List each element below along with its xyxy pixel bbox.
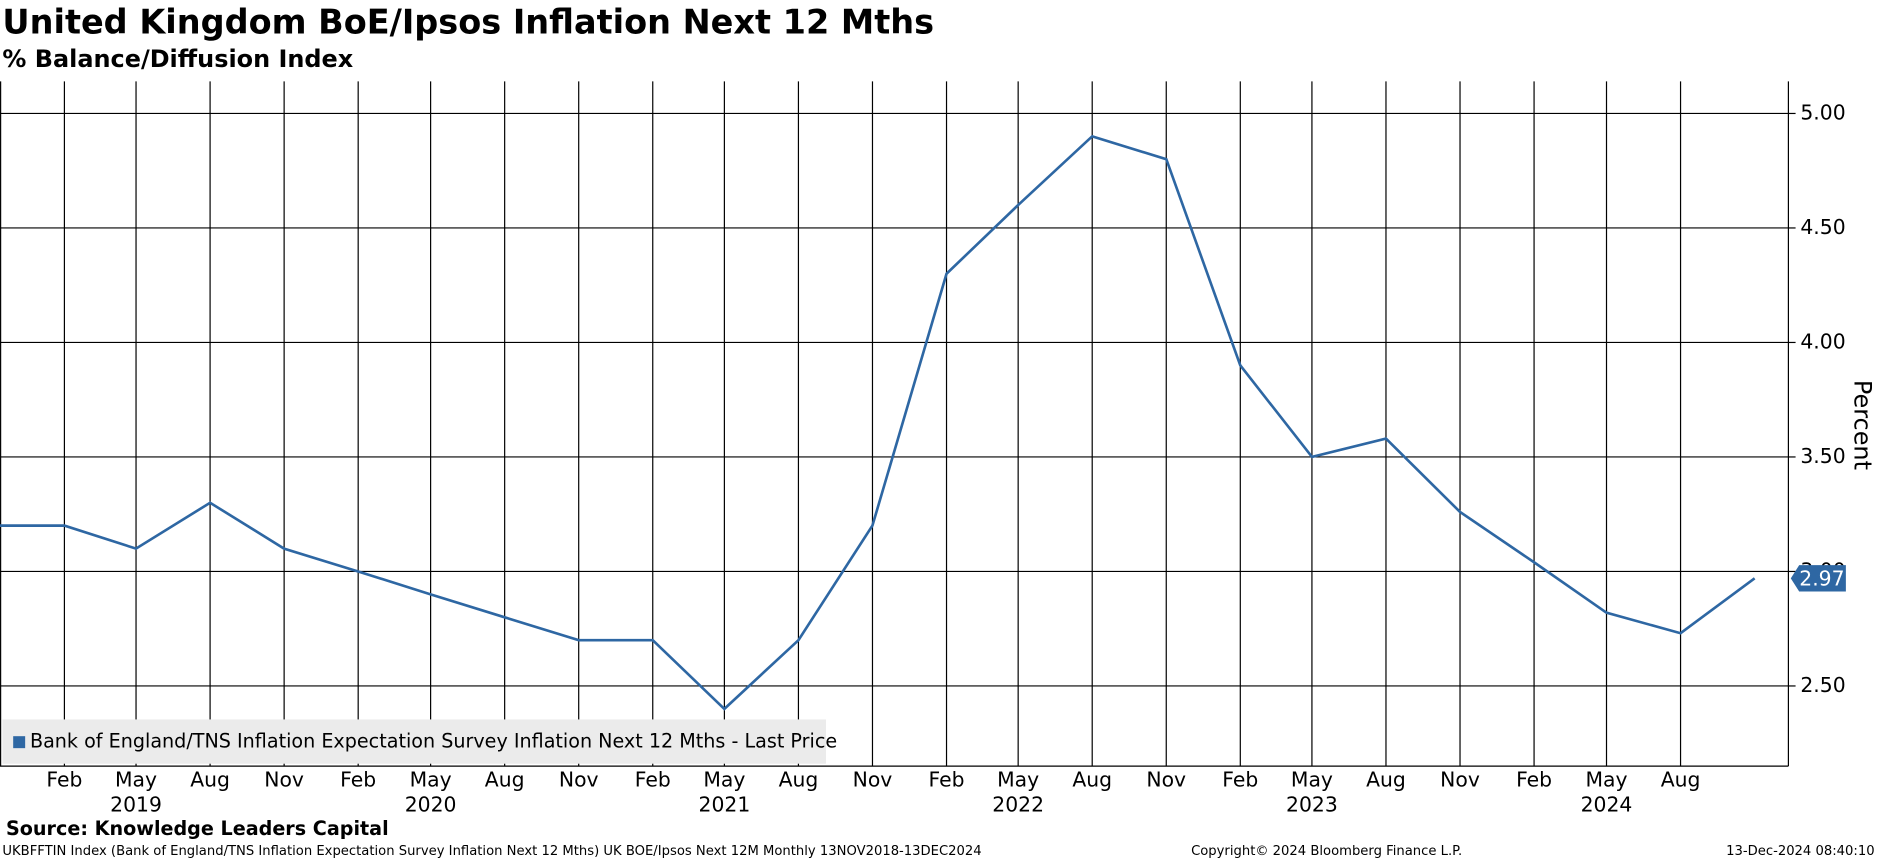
x-tick-label: Aug — [190, 767, 230, 791]
chart-title: United Kingdom BoE/Ipsos Inflation Next … — [2, 2, 934, 41]
x-year-label: 2023 — [1286, 793, 1338, 817]
y-tick-label: 4.00 — [1800, 329, 1845, 353]
y-tick-label: 3.50 — [1800, 444, 1845, 468]
x-year-label: 2022 — [992, 793, 1044, 817]
x-tick-label: Feb — [635, 767, 671, 791]
footer-right: 13-Dec-2024 08:40:10 — [1726, 844, 1874, 859]
chart-subtitle: % Balance/Diffusion Index — [2, 45, 353, 73]
x-tick-label: May — [410, 767, 452, 791]
footer-left: UKBFFTIN Index (Bank of England/TNS Infl… — [2, 844, 981, 859]
x-tick-label: Feb — [929, 767, 965, 791]
x-tick-label: Feb — [1222, 767, 1258, 791]
x-tick-label: Feb — [340, 767, 376, 791]
x-tick-label: Aug — [1661, 767, 1701, 791]
x-tick-label: May — [1291, 767, 1333, 791]
legend-label: Bank of England/TNS Inflation Expectatio… — [30, 730, 837, 753]
x-tick-label: Aug — [779, 767, 819, 791]
y-tick-label: 2.50 — [1800, 673, 1845, 697]
x-tick-label: May — [1585, 767, 1627, 791]
last-value-label: 2.97 — [1799, 567, 1844, 591]
y-axis-label: Percent — [1848, 380, 1876, 470]
x-year-label: 2020 — [405, 793, 457, 817]
legend-box — [2, 719, 826, 764]
x-tick-label: Nov — [853, 767, 893, 791]
footer-center: Copyright© 2024 Bloomberg Finance L.P. — [1191, 844, 1462, 859]
x-tick-label: Aug — [1072, 767, 1112, 791]
x-tick-label: Nov — [1146, 767, 1186, 791]
x-tick-label: Feb — [46, 767, 82, 791]
x-tick-label: Nov — [1440, 767, 1480, 791]
x-tick-label: Feb — [1516, 767, 1552, 791]
x-tick-label: Aug — [1366, 767, 1406, 791]
x-year-label: 2024 — [1581, 793, 1633, 817]
x-tick-label: May — [703, 767, 745, 791]
x-tick-label: Nov — [559, 767, 599, 791]
y-tick-label: 4.50 — [1800, 215, 1845, 239]
source: Source: Knowledge Leaders Capital — [6, 817, 389, 840]
x-year-label: 2019 — [110, 793, 162, 817]
x-tick-label: May — [115, 767, 157, 791]
x-year-label: 2021 — [699, 793, 751, 817]
x-tick-label: May — [997, 767, 1039, 791]
last-value-box — [1790, 565, 1846, 592]
y-tick-label: 5.00 — [1800, 100, 1845, 124]
legend-swatch — [13, 736, 26, 749]
x-tick-label: Nov — [264, 767, 304, 791]
x-tick-label: Aug — [485, 767, 525, 791]
data-line — [0, 134, 1756, 711]
